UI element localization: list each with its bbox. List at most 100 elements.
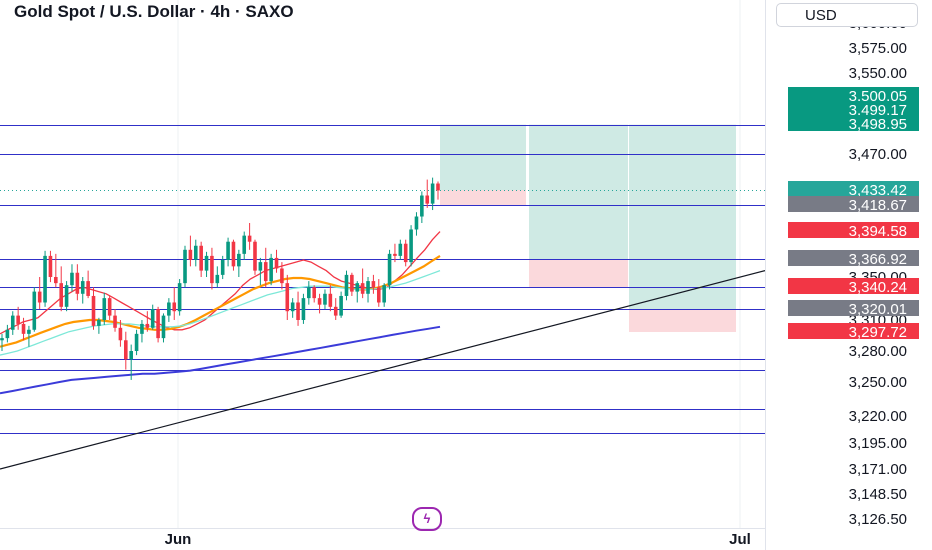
price-tag-label: 3,433.42 (849, 182, 907, 199)
candle-body (382, 285, 386, 303)
price-tag (788, 300, 919, 316)
candle-body (10, 315, 15, 330)
target-zone (440, 124, 526, 190)
candle-body (193, 245, 198, 260)
chart-title: Gold Spot / U.S. Dollar · 4h · SAXO (14, 2, 294, 21)
candle-body (274, 257, 279, 269)
y-axis-label: 3,148.50 (849, 486, 907, 503)
price-tag (788, 323, 919, 339)
candle-body (333, 306, 338, 316)
candle-body (80, 281, 85, 294)
price-tag (788, 87, 919, 103)
candle-body (150, 309, 155, 328)
y-axis-label: 3,550.00 (849, 65, 907, 82)
candle-body (317, 298, 322, 305)
candle-body (360, 283, 365, 294)
candle-body (339, 295, 343, 316)
stop-zone (529, 259, 628, 287)
candle-body (124, 340, 128, 360)
candle-body (350, 274, 354, 292)
candle-body (48, 255, 53, 277)
candle-body (414, 216, 419, 230)
y-axis-label: 3,250.00 (849, 374, 907, 391)
price-tag (788, 278, 919, 294)
candle-body (393, 253, 397, 256)
candle-body (54, 277, 58, 284)
trendline (0, 270, 766, 470)
stop-zone (629, 309, 736, 332)
candle-body (247, 235, 252, 242)
y-axis-label: 3,126.50 (849, 511, 907, 528)
candle-body (420, 195, 424, 217)
y-axis-label: 3,575.00 (849, 40, 907, 57)
candle-body (204, 255, 209, 271)
y-axis-label: 3,280.00 (849, 343, 907, 360)
candle-body (59, 283, 64, 307)
candle-body (403, 243, 408, 263)
candle-body (398, 243, 403, 256)
candle-body (145, 323, 150, 328)
candle-body (91, 295, 96, 326)
candle-body (312, 287, 316, 299)
candle-body (134, 333, 139, 351)
price-tag-label: 3,498.95 (849, 116, 907, 133)
candle-body (43, 255, 47, 303)
candle-body (387, 253, 392, 286)
price-tag (788, 196, 919, 212)
candle-body (296, 302, 300, 320)
candle-body (129, 351, 133, 360)
candle-body (263, 262, 268, 282)
candle-body (258, 262, 263, 271)
candle-body (253, 241, 257, 271)
candle-body (199, 245, 203, 271)
candle-body (220, 259, 225, 275)
candle-body (118, 327, 123, 341)
y-axis-label: 3,195.00 (849, 435, 907, 452)
candle-body (16, 315, 20, 324)
candle-body (0, 338, 4, 341)
candle-body (371, 281, 376, 288)
candle-body (376, 287, 381, 303)
candle-body (107, 298, 112, 316)
price-tag-label: 3,297.72 (849, 324, 907, 341)
candle-body (323, 293, 327, 305)
candle-body (64, 285, 69, 307)
candle-body (177, 283, 182, 312)
candle-body (215, 274, 220, 284)
price-tag (788, 115, 919, 131)
candle-body (269, 257, 273, 282)
candle-body (409, 229, 413, 263)
candle-body (140, 323, 144, 334)
x-axis-label: Jul (729, 531, 751, 548)
candle-body (328, 293, 333, 307)
candle-body (183, 249, 187, 284)
candle-body (290, 302, 295, 312)
currency-selector[interactable]: USD (776, 3, 918, 27)
candle-body (27, 329, 31, 334)
price-tag-label: 3,499.17 (849, 102, 907, 119)
price-tag-label: 3,366.92 (849, 251, 907, 268)
candle-body (70, 272, 74, 286)
candle-body (355, 283, 360, 292)
lightning-bolt-icon[interactable]: ϟ (412, 507, 442, 531)
candle-body (97, 320, 101, 326)
price-tag-label: 3,320.01 (849, 301, 907, 318)
stop-zone (440, 190, 526, 205)
y-axis-label: 3,220.00 (849, 408, 907, 425)
candle-body (102, 298, 107, 320)
price-tag-label: 3,418.67 (849, 197, 907, 214)
candle-body (37, 291, 42, 303)
candle-body (307, 287, 311, 299)
candle-body (425, 195, 430, 204)
candle-body (21, 323, 26, 334)
price-tag (788, 250, 919, 266)
candle-body (188, 249, 193, 260)
y-axis-label: 3,171.00 (849, 461, 907, 478)
candle-body (344, 274, 349, 296)
candle-body (32, 291, 37, 330)
candle-body (75, 272, 80, 294)
candle-body (113, 315, 117, 328)
price-tag (788, 222, 919, 238)
x-axis-label: Jun (165, 531, 192, 548)
